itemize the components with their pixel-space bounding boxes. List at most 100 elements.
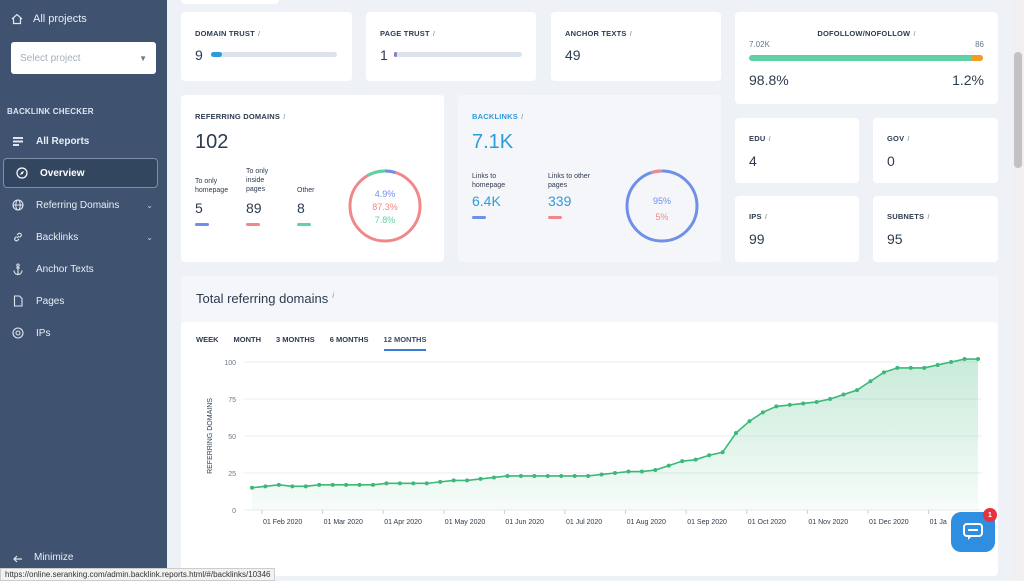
tab-12-months[interactable]: 12 MONTHS (383, 335, 427, 351)
sidebar-item-label: All Reports (36, 135, 90, 147)
data-point (976, 357, 980, 362)
x-tick-label: 01 Sep 2020 (687, 519, 727, 526)
bl-legend-homepage (472, 216, 486, 219)
bl-col-other-value[interactable]: 339 (548, 193, 572, 209)
y-axis-label: REFERRING DOMAINS (207, 398, 214, 474)
sidebar-item-overview[interactable]: Overview (3, 158, 158, 188)
data-point (586, 473, 591, 478)
data-point (290, 484, 295, 489)
anchor-texts-card: ANCHOR TEXTS i 49 (551, 12, 721, 81)
rd-col-other-value: 8 (297, 200, 305, 216)
all-projects-label: All projects (33, 12, 87, 25)
sidebar-item-all-reports[interactable]: All Reports (0, 126, 167, 156)
chart-section-title: Total referring domains i (196, 291, 335, 306)
backlinks-label[interactable]: BACKLINKS i (472, 112, 524, 121)
sidebar-item-ips[interactable]: IPs (0, 318, 167, 348)
data-point (465, 478, 470, 483)
data-point (962, 357, 967, 362)
domain-trust-bar (211, 52, 337, 57)
page-trust-value: 1 (380, 47, 388, 63)
data-point (747, 419, 752, 424)
tab-week[interactable]: WEEK (196, 335, 219, 344)
data-point (599, 472, 604, 477)
data-point (760, 410, 765, 415)
subnets-value: 95 (887, 231, 903, 247)
data-point (613, 471, 617, 475)
bl-col-other-label: Links to other pages (548, 173, 591, 189)
y-tick-label: 100 (224, 360, 236, 367)
dofollow-card: DOFOLLOW/NOFOLLOW i 7.02K 86 98.8% 1.2% (735, 12, 998, 104)
data-point (868, 379, 873, 384)
all-projects-link[interactable]: All projects (10, 12, 87, 25)
sidebar-item-referring-domains[interactable]: Referring Domains ⌄ (0, 190, 167, 220)
project-select[interactable]: Select project ▼ (11, 42, 156, 74)
domain-trust-label: DOMAIN TRUST i (195, 29, 261, 38)
data-point (263, 484, 268, 489)
rd-legend-other (297, 223, 311, 226)
x-tick-label: 01 Dec 2020 (869, 519, 909, 526)
dofollow-count: 7.02K (749, 40, 770, 49)
bl-col-homepage-label: Links to homepage (472, 173, 506, 189)
arrow-left-icon (11, 552, 24, 565)
page-trust-bar (394, 52, 522, 57)
x-tick-label: 01 Oct 2020 (748, 519, 786, 526)
sidebar-item-label: Overview (40, 167, 85, 179)
scrollbar-thumb[interactable] (1014, 52, 1022, 168)
x-tick-label: 01 Feb 2020 (263, 519, 302, 526)
x-tick-label: 01 Nov 2020 (808, 519, 848, 526)
minimize-label: Minimize (34, 552, 74, 563)
ips-card: IPS i 99 (735, 196, 859, 262)
minimize-button[interactable]: Minimize (11, 552, 73, 565)
sidebar-item-backlinks[interactable]: Backlinks ⌄ (0, 222, 167, 252)
ips-value: 99 (749, 231, 765, 247)
top-tab-sliver (181, 0, 279, 4)
dofollow-bar (749, 55, 983, 61)
gov-value: 0 (887, 153, 895, 169)
domain-trust-card: DOMAIN TRUST i 9 (181, 12, 352, 81)
data-point (303, 484, 308, 489)
sidebar-item-anchor-texts[interactable]: Anchor Texts (0, 254, 167, 284)
sidebar: All projects Select project ▼ BACKLINK C… (0, 0, 167, 581)
referring-domains-donut: 4.9% 87.3% 7.8% (348, 169, 422, 243)
data-point (935, 362, 940, 367)
project-select-placeholder: Select project (20, 52, 81, 64)
y-tick-label: 75 (228, 397, 236, 404)
referring-domains-card: REFERRING DOMAINS i 102 To only homepage 5… (181, 95, 444, 262)
data-point (330, 482, 335, 487)
rd-col-inside-value: 89 (246, 200, 262, 216)
tab-6-months[interactable]: 6 MONTHS (329, 335, 369, 344)
section-heading: BACKLINK CHECKER (7, 107, 94, 116)
anchor-icon (11, 263, 24, 276)
data-point (841, 392, 846, 397)
anchor-texts-label: ANCHOR TEXTS i (565, 29, 632, 38)
data-point (478, 476, 483, 481)
backlinks-value[interactable]: 7.1K (472, 131, 514, 153)
data-point (344, 482, 349, 487)
bl-donut-p1: 95% (653, 196, 671, 206)
data-point (734, 431, 738, 436)
page-trust-bar-fill (394, 52, 397, 57)
link-icon (11, 231, 24, 244)
x-tick-label: 01 Ja (930, 519, 947, 526)
subnets-label: SUBNETS i (887, 212, 930, 221)
dofollow-label: DOFOLLOW/NOFOLLOW i (817, 29, 916, 38)
sidebar-item-pages[interactable]: Pages (0, 286, 167, 316)
data-point (666, 463, 671, 468)
edu-label: EDU i (749, 134, 771, 143)
data-point (626, 469, 631, 474)
rd-col-other-label: Other (297, 187, 315, 194)
data-point (881, 370, 886, 375)
tab-3-months[interactable]: 3 MONTHS (276, 335, 315, 344)
data-point (384, 481, 389, 486)
data-point (559, 473, 564, 478)
anchor-texts-value: 49 (565, 47, 581, 63)
data-point (680, 459, 685, 464)
data-point (801, 401, 806, 406)
tab-month[interactable]: MONTH (233, 335, 262, 344)
referring-domains-value: 102 (195, 131, 229, 153)
bl-col-homepage-value[interactable]: 6.4K (472, 193, 501, 209)
page-trust-card: PAGE TRUST i 1 (366, 12, 536, 81)
data-point (707, 453, 712, 458)
ip-icon (11, 327, 24, 340)
data-point (411, 481, 416, 486)
